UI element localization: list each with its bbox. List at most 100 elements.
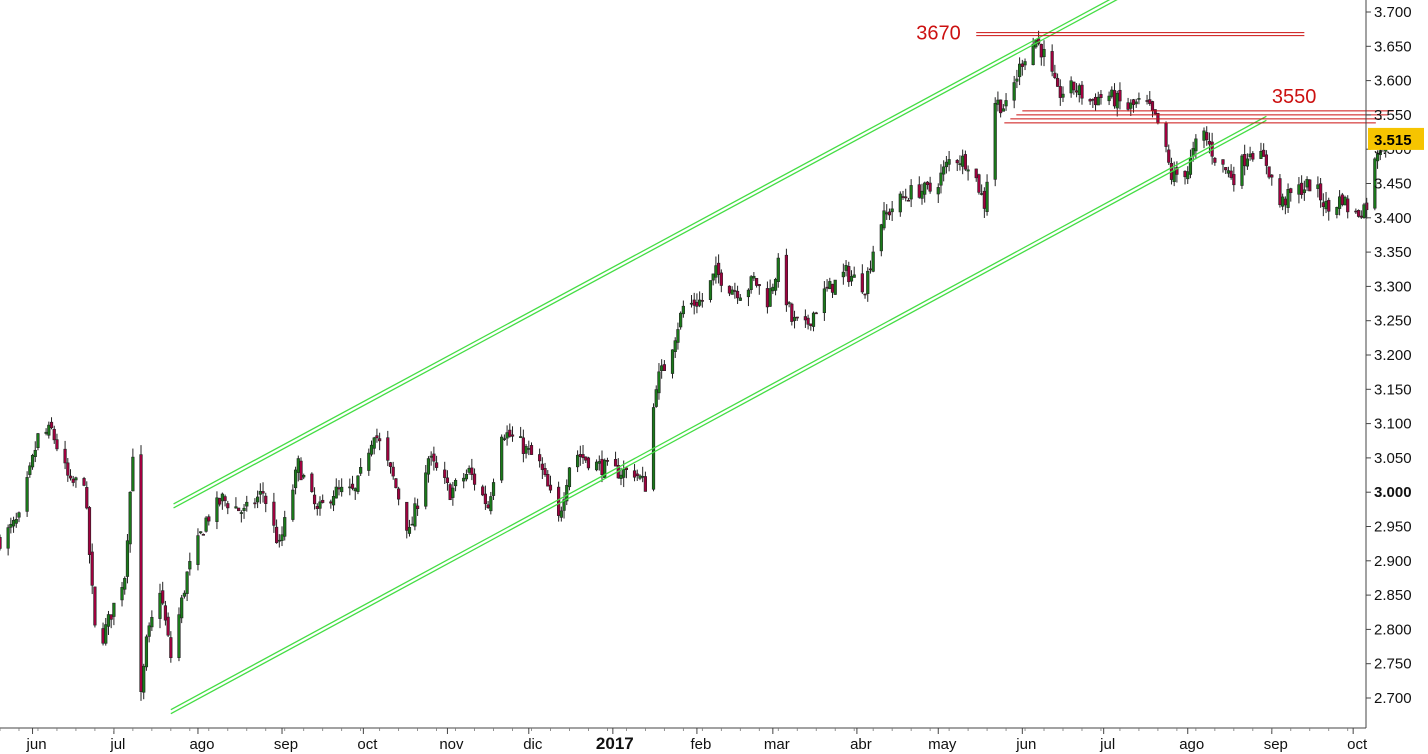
candle-body bbox=[188, 561, 192, 570]
candle-body bbox=[68, 475, 73, 479]
candle bbox=[106, 610, 111, 635]
candle-body bbox=[372, 437, 376, 449]
candle bbox=[1072, 81, 1076, 95]
candle bbox=[1023, 58, 1027, 71]
candle bbox=[597, 455, 601, 471]
candle bbox=[1232, 166, 1236, 192]
candle-body bbox=[28, 465, 32, 475]
candle-body bbox=[277, 539, 281, 542]
candle-body bbox=[85, 487, 89, 509]
candle-body bbox=[274, 526, 279, 544]
candle-body bbox=[681, 305, 685, 315]
candle bbox=[180, 594, 184, 624]
candle bbox=[790, 302, 794, 326]
candle-body bbox=[1378, 150, 1382, 156]
x-tick-label: jun bbox=[1015, 736, 1036, 753]
candle-body bbox=[1023, 61, 1027, 66]
candle bbox=[158, 583, 162, 629]
candle bbox=[359, 458, 363, 477]
candle bbox=[407, 519, 412, 537]
candle-body bbox=[1053, 72, 1057, 78]
candle-body bbox=[695, 301, 699, 307]
candle bbox=[280, 526, 284, 547]
candle-body bbox=[662, 364, 666, 372]
candle-body bbox=[673, 340, 677, 352]
candle bbox=[1213, 156, 1217, 166]
candle-body bbox=[491, 482, 496, 496]
candle bbox=[982, 187, 986, 218]
candle bbox=[958, 155, 962, 171]
candle bbox=[1283, 196, 1287, 215]
candle bbox=[356, 475, 360, 495]
candle bbox=[1001, 104, 1005, 112]
candle-body bbox=[632, 470, 637, 478]
candle-body bbox=[768, 288, 772, 307]
candle-body bbox=[679, 312, 683, 328]
candle-body bbox=[752, 275, 756, 279]
candle-body bbox=[505, 432, 509, 439]
candle-body bbox=[1115, 92, 1119, 109]
candle-body bbox=[109, 614, 113, 620]
candle bbox=[809, 323, 813, 331]
candle bbox=[860, 264, 864, 294]
candle bbox=[1251, 151, 1255, 162]
candle-body bbox=[771, 286, 775, 292]
candle-body bbox=[1015, 78, 1019, 82]
candle-body bbox=[830, 283, 835, 293]
candle-body bbox=[397, 488, 401, 500]
candle bbox=[738, 294, 742, 301]
candle-body bbox=[312, 494, 317, 505]
candle-body bbox=[71, 478, 75, 483]
candle bbox=[1004, 93, 1008, 111]
candle-body bbox=[1343, 196, 1347, 206]
candle bbox=[434, 455, 439, 471]
candle-body bbox=[470, 467, 474, 475]
candle bbox=[1088, 98, 1092, 105]
candle bbox=[1042, 40, 1046, 67]
candle bbox=[283, 510, 287, 541]
candle bbox=[272, 492, 276, 533]
candle bbox=[784, 248, 789, 312]
x-tick-label: feb bbox=[690, 736, 711, 753]
candle-body bbox=[597, 461, 601, 464]
candle bbox=[386, 430, 390, 467]
candle bbox=[204, 516, 208, 533]
candle-body bbox=[334, 486, 338, 499]
candle bbox=[714, 256, 718, 284]
candle-body bbox=[947, 159, 951, 165]
candle-body bbox=[25, 477, 29, 512]
candle-body bbox=[6, 527, 10, 549]
candle-body bbox=[353, 488, 357, 492]
candle-body bbox=[131, 456, 135, 492]
candle bbox=[277, 534, 281, 548]
candle-body bbox=[1153, 109, 1157, 115]
candle-body bbox=[730, 289, 734, 295]
candle-body bbox=[765, 288, 770, 308]
candle-body bbox=[1112, 90, 1117, 107]
candle bbox=[443, 461, 447, 484]
y-axis: 2.700 2.750 2.800 2.850 2.900 2.950 3.000 3.050… bbox=[1365, 0, 1412, 728]
candle-body bbox=[74, 477, 78, 481]
candle bbox=[199, 531, 203, 535]
candle bbox=[1012, 75, 1016, 109]
candle-body bbox=[600, 458, 604, 476]
candle-body bbox=[660, 365, 664, 371]
candle-body bbox=[434, 462, 439, 468]
candle-body bbox=[451, 487, 455, 498]
candle-body bbox=[811, 312, 816, 327]
candle-body bbox=[825, 286, 829, 289]
candle-body bbox=[1055, 77, 1060, 87]
x-tick-label: jul bbox=[109, 736, 125, 753]
candle bbox=[226, 500, 230, 515]
candle-body bbox=[502, 438, 506, 440]
candle-body bbox=[1012, 82, 1016, 101]
candle-body bbox=[806, 317, 810, 325]
candle-body bbox=[150, 617, 154, 628]
candle bbox=[1327, 197, 1331, 221]
candle bbox=[1281, 193, 1285, 211]
candle bbox=[369, 440, 374, 457]
candle bbox=[1099, 90, 1103, 105]
candle-body bbox=[974, 168, 978, 179]
candle-body bbox=[1126, 102, 1130, 110]
candle bbox=[445, 470, 450, 491]
